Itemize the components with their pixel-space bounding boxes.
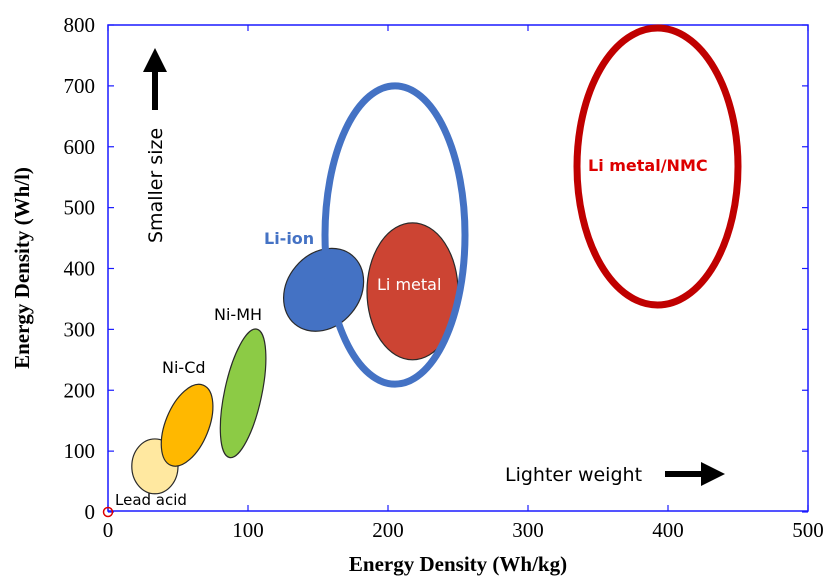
y-tick-label: 400 [64, 257, 96, 281]
label-ni-mh: Ni-MH [214, 305, 262, 324]
label-li-metal: Li metal [377, 275, 441, 294]
y-tick-label: 600 [64, 135, 96, 159]
label-li-ion: Li-ion [264, 229, 314, 248]
region-li-metal-nmc [573, 24, 742, 309]
regions-layer [131, 24, 742, 495]
x-tick-label: 400 [652, 518, 684, 542]
y-tick-label: 200 [64, 378, 96, 402]
plot-area [107, 24, 809, 512]
region-ni-cd [160, 383, 214, 467]
region-li-ion [283, 247, 365, 332]
smaller-size-label: Smaller size [145, 128, 167, 243]
region-li-ion-max [321, 82, 469, 388]
y-tick-label: 300 [64, 317, 96, 341]
x-tick-label: 200 [372, 518, 404, 542]
x-axis-title: Energy Density (Wh/kg) [349, 552, 567, 576]
y-tick-label: 700 [64, 74, 96, 98]
y-axis-title: Energy Density (Wh/l) [10, 167, 34, 369]
lighter-weight-label: Lighter weight [505, 464, 642, 486]
region-ni-mh [219, 328, 267, 459]
y-tick-label: 800 [64, 13, 96, 37]
x-tick-label: 300 [512, 518, 544, 542]
label-ni-cd: Ni-Cd [162, 358, 206, 377]
x-axis: 0 100 200 300 400 500 [103, 25, 824, 542]
origin-marker [102, 506, 114, 518]
y-tick-label: 500 [64, 196, 96, 220]
y-tick-label: 100 [64, 439, 96, 463]
y-axis: 0 100 200 300 400 500 600 700 800 [64, 13, 808, 524]
x-tick-label: 0 [103, 518, 114, 542]
label-li-metal-nmc: Li metal/NMC [588, 156, 708, 175]
x-tick-label: 500 [792, 518, 824, 542]
y-tick-label: 0 [85, 500, 96, 524]
x-tick-label: 100 [232, 518, 264, 542]
label-lead-acid: Lead acid [115, 491, 187, 509]
